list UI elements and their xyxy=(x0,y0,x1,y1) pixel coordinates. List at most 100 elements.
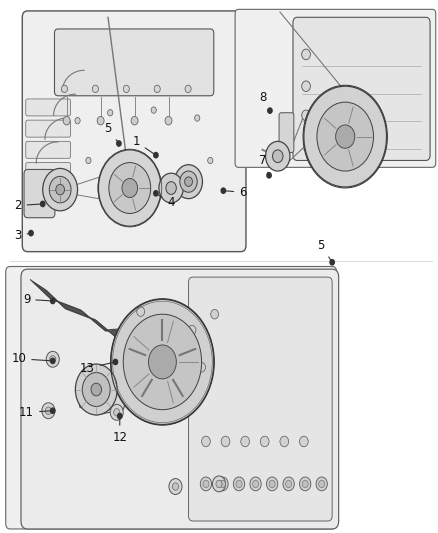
Circle shape xyxy=(122,179,138,198)
Circle shape xyxy=(108,110,113,116)
Circle shape xyxy=(154,85,160,93)
Circle shape xyxy=(272,150,283,163)
Circle shape xyxy=(123,314,201,410)
Circle shape xyxy=(266,477,278,491)
Text: 7: 7 xyxy=(259,154,268,173)
Circle shape xyxy=(29,230,33,236)
Circle shape xyxy=(188,325,196,335)
Circle shape xyxy=(91,383,102,396)
Circle shape xyxy=(265,141,290,171)
Text: 4: 4 xyxy=(158,195,175,209)
FancyBboxPatch shape xyxy=(26,120,71,137)
Circle shape xyxy=(46,407,51,415)
Circle shape xyxy=(319,480,325,488)
Circle shape xyxy=(336,125,355,148)
Text: 10: 10 xyxy=(11,352,50,365)
Circle shape xyxy=(260,436,269,447)
Text: 5: 5 xyxy=(318,239,331,260)
Circle shape xyxy=(159,173,184,203)
Circle shape xyxy=(323,126,332,136)
Circle shape xyxy=(236,480,242,488)
Circle shape xyxy=(169,479,182,495)
Circle shape xyxy=(185,85,191,93)
Circle shape xyxy=(113,359,117,365)
Circle shape xyxy=(221,436,230,447)
Circle shape xyxy=(185,177,192,187)
Circle shape xyxy=(75,117,80,124)
FancyBboxPatch shape xyxy=(279,113,294,152)
Circle shape xyxy=(173,483,179,490)
Circle shape xyxy=(317,102,374,171)
Circle shape xyxy=(175,165,202,199)
Circle shape xyxy=(86,157,91,164)
Circle shape xyxy=(111,300,214,424)
Circle shape xyxy=(302,110,311,120)
Circle shape xyxy=(82,373,110,407)
Text: 12: 12 xyxy=(112,419,127,444)
FancyBboxPatch shape xyxy=(54,29,214,96)
Circle shape xyxy=(219,480,226,488)
Circle shape xyxy=(304,86,387,187)
FancyBboxPatch shape xyxy=(293,17,430,160)
Text: 8: 8 xyxy=(259,91,270,111)
Circle shape xyxy=(56,184,64,195)
Circle shape xyxy=(198,362,205,372)
Circle shape xyxy=(63,116,70,125)
Text: 13: 13 xyxy=(80,362,113,375)
Circle shape xyxy=(280,436,289,447)
FancyBboxPatch shape xyxy=(235,10,436,167)
Circle shape xyxy=(302,81,311,92)
Circle shape xyxy=(43,168,78,211)
Circle shape xyxy=(194,115,200,121)
Text: 1: 1 xyxy=(133,135,154,154)
FancyBboxPatch shape xyxy=(6,266,336,529)
Circle shape xyxy=(114,409,120,416)
Circle shape xyxy=(217,477,228,491)
Circle shape xyxy=(268,108,272,114)
Circle shape xyxy=(267,173,271,178)
Circle shape xyxy=(50,358,55,364)
Circle shape xyxy=(49,176,71,203)
Circle shape xyxy=(61,85,67,93)
Circle shape xyxy=(302,49,311,60)
Polygon shape xyxy=(78,383,127,415)
Text: 11: 11 xyxy=(19,406,50,419)
Circle shape xyxy=(253,480,258,488)
Text: 2: 2 xyxy=(14,199,40,212)
FancyBboxPatch shape xyxy=(26,99,71,116)
Circle shape xyxy=(123,85,129,93)
Circle shape xyxy=(109,163,151,214)
Circle shape xyxy=(137,307,145,317)
Circle shape xyxy=(165,116,172,125)
Circle shape xyxy=(154,191,158,196)
Text: 3: 3 xyxy=(14,229,28,242)
Circle shape xyxy=(216,480,222,488)
Circle shape xyxy=(154,152,158,158)
Circle shape xyxy=(286,480,292,488)
Circle shape xyxy=(269,480,275,488)
FancyBboxPatch shape xyxy=(26,141,71,158)
FancyBboxPatch shape xyxy=(188,277,332,521)
Circle shape xyxy=(212,476,226,492)
Text: 5: 5 xyxy=(104,122,117,141)
FancyBboxPatch shape xyxy=(26,163,71,180)
Circle shape xyxy=(151,107,156,114)
Circle shape xyxy=(241,436,250,447)
Circle shape xyxy=(117,141,121,146)
Circle shape xyxy=(46,351,59,367)
Circle shape xyxy=(211,310,219,319)
FancyBboxPatch shape xyxy=(22,11,246,252)
Circle shape xyxy=(200,477,212,491)
Circle shape xyxy=(97,116,104,125)
Circle shape xyxy=(110,405,123,420)
Circle shape xyxy=(302,480,308,488)
Circle shape xyxy=(42,403,55,419)
Circle shape xyxy=(330,260,334,265)
Circle shape xyxy=(99,150,161,226)
Circle shape xyxy=(131,116,138,125)
Text: 9: 9 xyxy=(23,293,50,306)
Polygon shape xyxy=(32,281,195,340)
Circle shape xyxy=(50,408,55,414)
Circle shape xyxy=(300,477,311,491)
Circle shape xyxy=(180,171,197,192)
